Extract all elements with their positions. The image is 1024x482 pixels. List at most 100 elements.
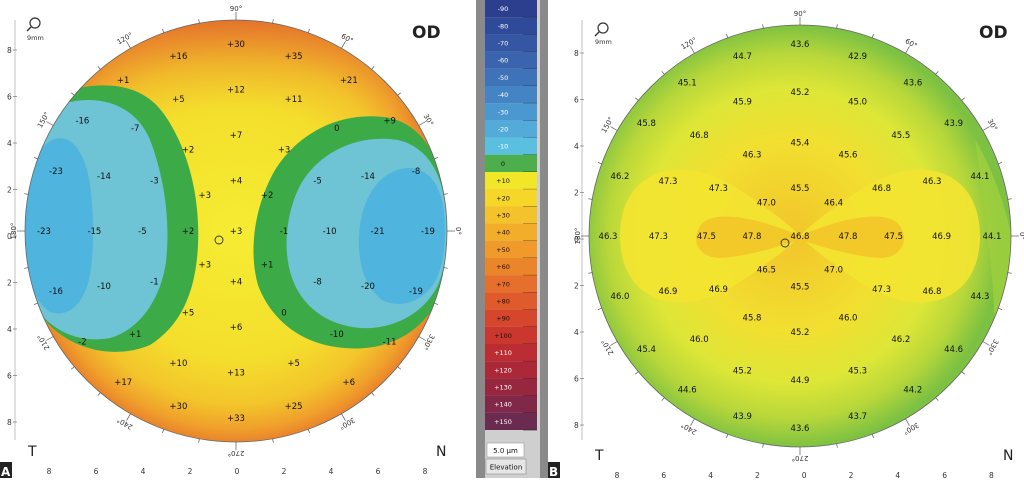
value-label: 46.9 bbox=[932, 232, 951, 242]
panel-a-scale-icon[interactable]: 9mm bbox=[26, 17, 44, 42]
value-label: 45.0 bbox=[848, 98, 867, 108]
rim-tick bbox=[162, 28, 165, 33]
value-label: -1 bbox=[150, 277, 158, 287]
value-label: 46.8 bbox=[872, 184, 891, 194]
panel-b-center-marker bbox=[780, 238, 790, 248]
rim-tick bbox=[443, 267, 448, 269]
y-tick-label: 6 bbox=[7, 372, 12, 381]
scale-swatch bbox=[485, 309, 521, 327]
y-tick-label: 2 bbox=[7, 186, 12, 195]
value-label: 42.9 bbox=[848, 52, 867, 62]
scale-swatch bbox=[485, 0, 521, 18]
scale-swatch-side bbox=[521, 137, 537, 155]
x-tick-label: 4 bbox=[329, 467, 334, 476]
value-label: 44.1 bbox=[971, 172, 990, 182]
y-tick-label: 6 bbox=[574, 96, 579, 105]
value-label: 44.3 bbox=[971, 292, 990, 302]
scale-swatch-side bbox=[521, 258, 537, 276]
scale-swatch bbox=[485, 154, 521, 172]
value-label: -19 bbox=[421, 227, 435, 237]
rim-tick bbox=[597, 162, 602, 165]
scale-label: +100 bbox=[494, 332, 512, 340]
scale-unit-box[interactable] bbox=[486, 442, 525, 458]
value-label: +17 bbox=[114, 378, 132, 388]
elevation-color-scale: -90 -80 -70 -60 -50 -40 -30 -20 -10 0 +10 +20 +30 +40… bbox=[476, 0, 548, 478]
scale-swatch-side bbox=[521, 154, 537, 172]
scale-swatch-side bbox=[521, 103, 537, 121]
rim-tick bbox=[162, 429, 165, 434]
scale-label: -60 bbox=[498, 57, 509, 65]
x-tick-label: 2 bbox=[849, 471, 854, 478]
value-label: -21 bbox=[371, 227, 385, 237]
value-label: -19 bbox=[409, 287, 423, 297]
value-label: 45.4 bbox=[791, 138, 810, 148]
value-label: 47.5 bbox=[884, 232, 903, 242]
value-label: +2 bbox=[182, 145, 195, 155]
rim-tick bbox=[588, 272, 593, 274]
scale-label: -10 bbox=[498, 143, 509, 151]
y-tick-label: 4 bbox=[574, 142, 579, 151]
value-label: 47.8 bbox=[743, 232, 762, 242]
panel-b-letter: B bbox=[549, 465, 558, 478]
rim-tick bbox=[588, 198, 593, 200]
x-tick-label: 0 bbox=[235, 467, 240, 476]
x-tick-label: 4 bbox=[141, 467, 146, 476]
scale-swatch bbox=[485, 68, 521, 86]
value-label: +5 bbox=[182, 309, 195, 319]
scale-swatch bbox=[485, 189, 521, 207]
value-label: +3 bbox=[230, 227, 243, 237]
scale-swatch-side bbox=[521, 344, 537, 362]
panel-b-scale-icon[interactable]: 9mm bbox=[594, 22, 612, 46]
rim-tick bbox=[397, 366, 401, 370]
value-label: +1 bbox=[261, 261, 274, 271]
rim-tick bbox=[905, 46, 910, 54]
value-label: 46.8 bbox=[791, 232, 810, 242]
scale-label: +150 bbox=[494, 418, 512, 426]
scale-label: -50 bbox=[498, 74, 509, 82]
value-label: 47.8 bbox=[839, 232, 858, 242]
scale-unit-label: 5.0 µm bbox=[493, 447, 518, 455]
panel-b-rim-ticks bbox=[581, 17, 1019, 455]
value-label: +6 bbox=[343, 378, 356, 388]
value-label: -14 bbox=[361, 172, 375, 182]
panel-a-letter-badge bbox=[0, 462, 12, 478]
magnifier-icon-handle bbox=[26, 26, 32, 32]
rim-tick bbox=[97, 66, 101, 70]
panel-b-nasal-label: N bbox=[1003, 448, 1013, 464]
scale-label: +30 bbox=[496, 212, 510, 220]
scale-label: +60 bbox=[496, 263, 510, 271]
rim-tick bbox=[905, 418, 910, 426]
value-label: 43.6 bbox=[903, 78, 922, 88]
rim-tick bbox=[982, 126, 990, 131]
value-label: +3 bbox=[199, 191, 212, 201]
elevation-button[interactable] bbox=[485, 458, 527, 475]
rim-tick bbox=[198, 438, 200, 443]
rim-tick bbox=[371, 392, 375, 396]
scale-swatch bbox=[485, 120, 521, 138]
scale-label: -20 bbox=[498, 126, 509, 134]
rim-tick bbox=[371, 66, 375, 70]
panel-a-value-labels: +30+16 +35+21+1+12+5 +11-16-7 0+9+7+2 +3-23-… bbox=[37, 40, 435, 424]
y-tick-label: 0 bbox=[7, 232, 12, 241]
value-label: -23 bbox=[37, 227, 51, 237]
scale-swatch bbox=[485, 103, 521, 121]
value-label: +7 bbox=[230, 131, 243, 141]
scale-swatch-side bbox=[521, 275, 537, 293]
scale-swatch-side bbox=[521, 34, 537, 52]
scale-label: -30 bbox=[498, 108, 509, 116]
value-label: -16 bbox=[49, 287, 63, 297]
scale-swatch bbox=[485, 412, 521, 430]
value-label: -8 bbox=[313, 277, 321, 287]
value-label: +35 bbox=[285, 52, 303, 62]
value-label: +1 bbox=[117, 76, 130, 86]
rim-tick bbox=[961, 371, 965, 375]
value-label: 47.0 bbox=[757, 198, 776, 208]
scale-swatch-side bbox=[521, 0, 537, 18]
value-label: 46.0 bbox=[611, 292, 630, 302]
value-label: -16 bbox=[75, 117, 89, 127]
scale-label: +140 bbox=[494, 401, 512, 409]
value-label: 44.7 bbox=[733, 52, 752, 62]
value-label: -3 bbox=[150, 177, 158, 187]
scale-label: -90 bbox=[498, 5, 509, 13]
